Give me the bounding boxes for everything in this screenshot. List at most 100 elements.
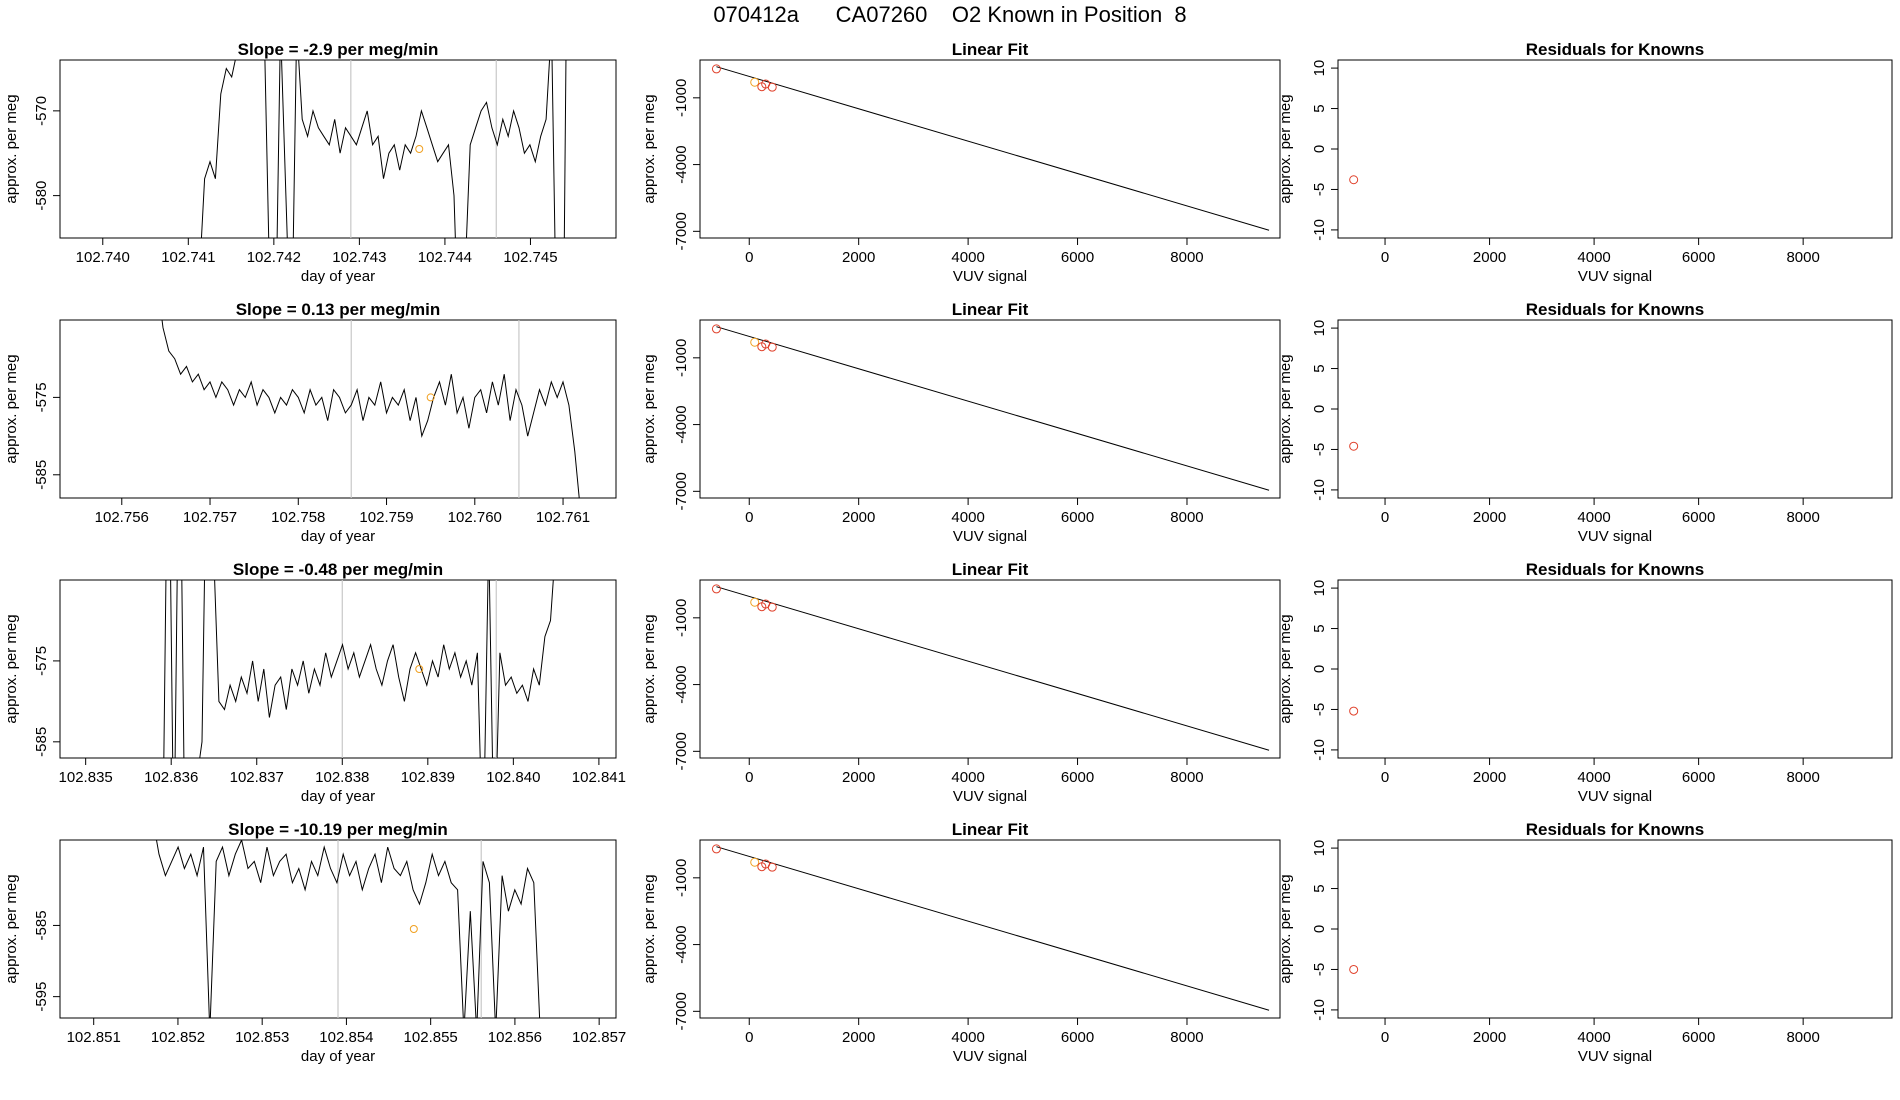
timeseries-xtick-label: 102.854 — [319, 1029, 373, 1046]
linear-fit-xtick-label: 6000 — [1061, 769, 1094, 786]
y-axis-label: approx. per meg — [3, 614, 20, 723]
linear-fit-frame-1 — [699, 319, 1281, 499]
timeseries-ytick-label: -570 — [33, 96, 50, 126]
y-axis-label: approx. per meg — [3, 354, 20, 463]
y-axis-label: approx. per meg — [641, 874, 658, 983]
fit-point — [711, 584, 721, 594]
residuals-xtick-label: 2000 — [1473, 769, 1506, 786]
timeseries-xtick-label: 102.837 — [230, 769, 284, 786]
timeseries-plot-3 — [155, 840, 541, 1018]
linear-fit-xtick-label: 8000 — [1170, 509, 1203, 526]
linear-fit-frame-2 — [699, 579, 1281, 759]
timeseries-xtick-label: 102.835 — [59, 769, 113, 786]
residuals-title: Residuals for Knowns — [1526, 560, 1705, 579]
linear-fit-xtick-label: 4000 — [951, 249, 984, 266]
timeseries-xtick-label: 102.840 — [486, 769, 540, 786]
timeseries-ytick-label: -585 — [33, 460, 50, 490]
y-axis-label: approx. per meg — [641, 94, 658, 203]
residuals-ytick-label: 10 — [1311, 60, 1328, 77]
linear-fit-xtick-label: 8000 — [1170, 249, 1203, 266]
fit-regression-line — [716, 326, 1270, 491]
x-axis-label: VUV signal — [953, 268, 1027, 285]
timeseries-xtick-label: 102.745 — [503, 249, 557, 266]
residuals-xtick-label: 2000 — [1473, 1029, 1506, 1046]
timeseries-xtick-label: 102.760 — [448, 509, 502, 526]
residuals-ytick-label: 10 — [1311, 320, 1328, 337]
residuals-ytick-label: 5 — [1311, 364, 1328, 372]
title-run: 070412a — [713, 2, 799, 27]
residuals-ytick-label: -5 — [1311, 963, 1328, 976]
residuals-ytick-label: 0 — [1311, 665, 1328, 673]
residuals-xtick-label: 4000 — [1577, 1029, 1610, 1046]
y-axis-label: approx. per meg — [1277, 874, 1294, 983]
fit-point — [767, 862, 777, 872]
timeseries-xtick-label: 102.756 — [95, 509, 149, 526]
known-mean-point — [415, 145, 424, 153]
residuals-xtick-label: 2000 — [1473, 509, 1506, 526]
x-axis-label: day of year — [301, 528, 375, 545]
linear-fit-ytick-label: -1000 — [673, 79, 690, 117]
residuals-xtick-label: 0 — [1381, 1029, 1389, 1046]
residuals-ytick-label: 10 — [1311, 580, 1328, 597]
timeseries-xtick-label: 102.852 — [151, 1029, 205, 1046]
timeseries-ytick-label: -585 — [33, 910, 50, 940]
x-axis-label: day of year — [301, 788, 375, 805]
timeseries-ytick-label: -575 — [33, 382, 50, 412]
timeseries-xtick-label: 102.851 — [67, 1029, 121, 1046]
linear-fit-xtick-label: 0 — [745, 1029, 753, 1046]
x-axis-label: VUV signal — [1578, 788, 1652, 805]
fit-point — [767, 82, 777, 92]
residuals-ytick-label: -5 — [1311, 703, 1328, 716]
linear-fit-ytick-label: -7000 — [673, 212, 690, 250]
linear-fit-ytick-label: -4000 — [673, 145, 690, 183]
fit-point — [750, 597, 760, 607]
residuals-xtick-label: 6000 — [1682, 249, 1715, 266]
residuals-title: Residuals for Knowns — [1526, 820, 1705, 839]
residuals-xtick-label: 4000 — [1577, 769, 1610, 786]
x-axis-label: VUV signal — [1578, 528, 1652, 545]
linear-fit-xtick-label: 2000 — [842, 249, 875, 266]
linear-fit-ytick-label: -4000 — [673, 665, 690, 703]
residuals-ytick-label: 0 — [1311, 405, 1328, 413]
linear-fit-frame-3 — [699, 839, 1281, 1019]
title-description: O2 Known in Position 8 — [951, 2, 1187, 27]
linear-fit-ytick-label: -7000 — [673, 472, 690, 510]
residual-point — [1349, 441, 1359, 451]
linear-fit-xtick-label: 8000 — [1170, 769, 1203, 786]
linear-fit-ytick-label: -4000 — [673, 405, 690, 443]
residuals-xtick-label: 8000 — [1786, 509, 1819, 526]
fit-regression-line — [716, 846, 1270, 1011]
timeseries-xtick-label: 102.761 — [536, 509, 590, 526]
timeseries-xtick-label: 102.740 — [76, 249, 130, 266]
residuals-xtick-label: 8000 — [1786, 769, 1819, 786]
linear-fit-frame-0 — [699, 59, 1281, 239]
linear-fit-title: Linear Fit — [952, 300, 1029, 319]
timeseries-xtick-label: 102.857 — [572, 1029, 626, 1046]
linear-fit-ytick-label: -7000 — [673, 732, 690, 770]
timeseries-plot-2 — [163, 580, 554, 758]
timeseries-ytick-label: -580 — [33, 181, 50, 211]
timeseries-xtick-label: 102.856 — [488, 1029, 542, 1046]
residual-point — [1349, 964, 1359, 974]
residuals-frame-1 — [1337, 319, 1893, 499]
fit-point — [711, 324, 721, 334]
residuals-ytick-label: 0 — [1311, 925, 1328, 933]
slope-title: Slope = -2.9 per meg/min — [238, 40, 439, 59]
linear-fit-ytick-label: -1000 — [673, 339, 690, 377]
timeseries-plot-1 — [161, 320, 580, 498]
fit-point — [711, 64, 721, 74]
residual-point — [1349, 175, 1359, 185]
residuals-xtick-label: 8000 — [1786, 1029, 1819, 1046]
linear-fit-ytick-label: -7000 — [673, 992, 690, 1030]
linear-fit-ytick-label: -1000 — [673, 859, 690, 897]
residuals-ytick-label: 5 — [1311, 884, 1328, 892]
residuals-ytick-label: 5 — [1311, 624, 1328, 632]
y-axis-label: approx. per meg — [641, 614, 658, 723]
y-axis-label: approx. per meg — [3, 94, 20, 203]
timeseries-xtick-label: 102.741 — [161, 249, 215, 266]
y-axis-label: approx. per meg — [1277, 94, 1294, 203]
residuals-frame-0 — [1337, 59, 1893, 239]
linear-fit-title: Linear Fit — [952, 820, 1029, 839]
timeseries-xtick-label: 102.744 — [418, 249, 472, 266]
x-axis-label: VUV signal — [953, 788, 1027, 805]
